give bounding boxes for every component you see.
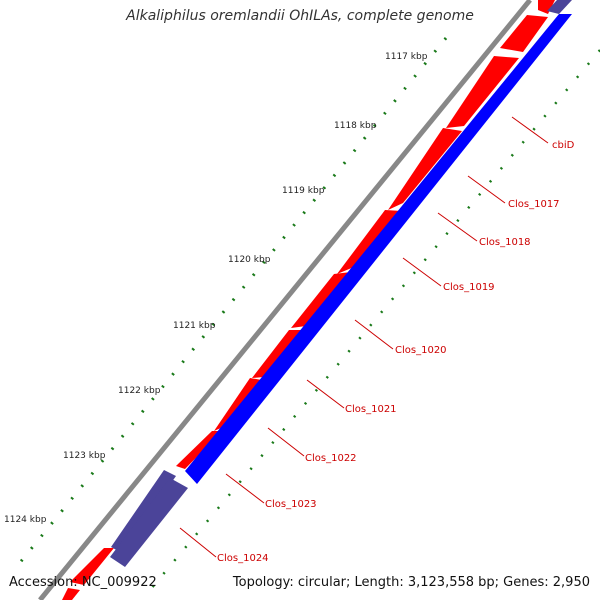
gene-arrow-forward: [70, 548, 114, 585]
map-title: Alkaliphilus oremlandii OhILAs, complete…: [126, 8, 474, 24]
feature-block: [111, 470, 176, 553]
outer-tick-track: [16, 37, 448, 566]
gene-arrow-reverse: [185, 14, 572, 484]
gene-leader-line: [402, 257, 442, 287]
kbp-tick-label: 1118 kbp: [334, 121, 377, 131]
kbp-tick-label: 1124 kbp: [4, 515, 47, 525]
feature-block: [547, 0, 572, 14]
kbp-tick-label: 1121 kbp: [173, 321, 216, 331]
gene-arrow-forward: [500, 15, 548, 52]
gene-arrow-forward: [388, 128, 462, 210]
kbp-tick-label: 1117 kbp: [385, 52, 428, 62]
gene-arrow-forward: [214, 378, 262, 431]
gene-label: cbiD: [552, 140, 575, 151]
accession-label: Accession: NC_009922: [9, 575, 157, 590]
gene-arrow-forward: [538, 0, 555, 14]
gene-label: Clos_1018: [479, 237, 531, 248]
feature-block: [110, 478, 188, 567]
gene-leader-line: [437, 212, 478, 242]
gene-label: Clos_1019: [443, 282, 495, 293]
gene-arrow-forward: [291, 272, 351, 328]
gene-label: Clos_1024: [217, 553, 269, 564]
gene-label: Clos_1023: [265, 499, 317, 510]
gene-leader-line: [179, 527, 217, 558]
gene-arrow-forward: [62, 588, 80, 600]
inner-tick-track: [149, 49, 600, 591]
kbp-tick-label: 1123 kbp: [63, 451, 106, 461]
gene-leader-line: [354, 319, 394, 350]
gene-label: Clos_1021: [345, 404, 397, 415]
gene-leader-line: [225, 473, 265, 504]
gene-label: Clos_1022: [305, 453, 357, 464]
gene-arrow-forward: [446, 56, 519, 128]
gene-leader-line: [467, 175, 506, 204]
backbone-strand: [38, 0, 532, 600]
gene-leader-line: [511, 116, 549, 144]
gene-leader-line: [306, 379, 345, 409]
gene-leader-line: [267, 427, 305, 457]
gene-label: Clos_1020: [395, 345, 447, 356]
kbp-tick-label: 1122 kbp: [118, 386, 161, 396]
kbp-tick-label: 1120 kbp: [228, 255, 271, 265]
topology-info: Topology: circular; Length: 3,123,558 bp…: [232, 575, 590, 590]
kbp-tick-label: 1119 kbp: [282, 186, 325, 196]
gene-label: Clos_1017: [508, 199, 560, 210]
